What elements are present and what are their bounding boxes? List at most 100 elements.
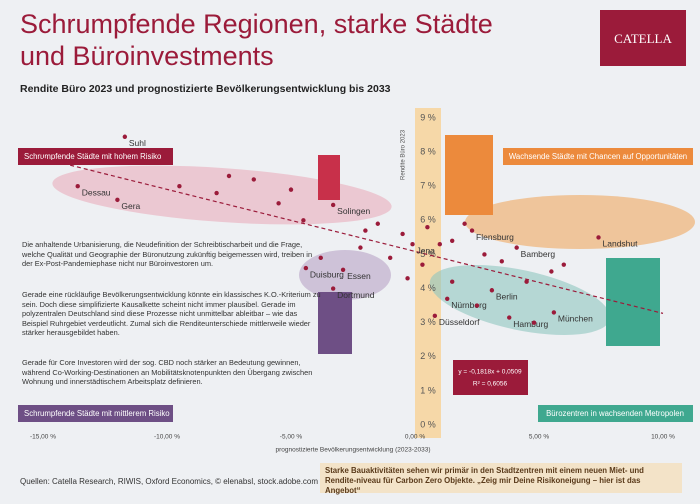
y-axis-label: Rendite Büro 2023 [401, 129, 407, 180]
y-tick-label: 2 % [420, 351, 436, 361]
data-point [375, 221, 380, 226]
y-tick-label: 1 % [420, 385, 436, 395]
region-ellipse [465, 195, 695, 249]
data-point [122, 134, 128, 139]
data-point [561, 262, 566, 267]
data-point [420, 262, 425, 267]
point-label: München [558, 314, 593, 324]
point-label: Hamburg [513, 319, 548, 329]
data-point [489, 288, 495, 293]
data-point [330, 202, 336, 208]
y-tick-label: 7 % [420, 181, 436, 191]
source: Quellen: Catella Research, RIWIS, Oxford… [20, 477, 318, 486]
data-point [474, 303, 480, 308]
data-point [288, 187, 294, 192]
note: Starke Bauaktivitäten sehen wir primär i… [320, 463, 682, 495]
regression-box [453, 360, 528, 395]
point-label: Duisburg [310, 269, 344, 279]
building [445, 135, 493, 215]
data-point [115, 197, 120, 203]
point-label: Suhl [129, 138, 146, 148]
data-point [276, 201, 281, 206]
data-point [551, 310, 557, 315]
building [318, 155, 340, 200]
point-label: Berlin [496, 292, 518, 302]
x-axis-label: prognostizierte Bevölkerungsentwicklung … [275, 447, 430, 454]
x-tick-label: 5,00 % [529, 434, 549, 441]
data-point [450, 279, 455, 284]
data-point [405, 276, 410, 281]
data-point [410, 242, 415, 247]
point-label: Nürnberg [451, 300, 487, 310]
data-point [462, 221, 467, 226]
data-point [499, 259, 504, 264]
paragraph: Gerade für Core Investoren wird der sog.… [22, 358, 313, 387]
data-point [251, 177, 256, 182]
data-point [432, 313, 438, 319]
subtitle: Rendite Büro 2023 und prognostizierte Be… [20, 83, 391, 95]
data-point [340, 267, 346, 272]
y-tick-label: 4 % [420, 283, 436, 293]
quadrant-label: Wachsende Städte mit Chancen auf Opportu… [509, 152, 687, 161]
quadrant-label: Bürozentren in wachsenden Metropolen [546, 409, 684, 418]
point-label: Flensburg [476, 232, 514, 242]
point-label: Bamberg [521, 249, 556, 259]
data-point [514, 245, 519, 250]
x-tick-label: 10,00 % [651, 434, 675, 441]
data-point [549, 269, 554, 274]
quadrant-box [538, 405, 693, 422]
data-point [301, 218, 306, 223]
data-point [177, 184, 182, 189]
logo: CATELLA [614, 31, 672, 46]
data-point [450, 238, 455, 243]
data-point [400, 231, 405, 237]
data-point [524, 279, 529, 284]
regression-r2: R² = 0,6056 [473, 381, 508, 388]
regression-equation: y = -0,1818x + 0,0509 [458, 369, 522, 376]
quadrant-box [503, 148, 693, 165]
x-tick-label: -15,00 % [30, 434, 56, 441]
point-label: Essen [347, 271, 371, 281]
point-label: Dortmund [337, 290, 375, 300]
y-tick-label: 6 % [420, 215, 436, 225]
data-point [469, 228, 475, 233]
data-point [330, 286, 336, 291]
logo-box [600, 10, 686, 66]
x-tick-label: -5,00 % [280, 434, 303, 441]
x-tick-label: -10,00 % [154, 434, 180, 441]
title-line: und Büroinvestments [20, 41, 274, 71]
y-tick-label: 8 % [420, 146, 436, 156]
region-ellipse [52, 165, 392, 225]
title-line: Schrumpfende Regionen, starke Städte [20, 9, 493, 39]
data-point [507, 315, 512, 320]
data-point [226, 173, 232, 179]
point-label: Dessau [82, 187, 111, 197]
data-point [363, 228, 368, 233]
point-label: Gera [121, 201, 140, 211]
point-label: Jena [417, 245, 436, 255]
region-ellipse [429, 264, 611, 336]
building [318, 292, 352, 354]
y-tick-label: 0 % [420, 419, 436, 429]
quadrant-label: Schrumpfende Städte mit mittlerem Risiko [24, 409, 170, 418]
data-point [75, 184, 80, 189]
data-point [482, 252, 487, 257]
x-tick-label: 0,00 % [405, 434, 425, 441]
point-label: Solingen [337, 206, 370, 216]
trend-line [42, 157, 664, 314]
quadrant-box [18, 405, 173, 422]
data-point [445, 296, 450, 301]
data-point [318, 255, 323, 261]
quadrant-label: Schrumpfende Städte mit hohem Risiko [24, 152, 162, 161]
data-point [358, 245, 363, 250]
data-point [303, 265, 309, 271]
point-label: Düsseldorf [439, 317, 480, 327]
region-ellipse [299, 250, 391, 300]
data-point [425, 224, 430, 230]
point-label: Landshut [603, 239, 639, 249]
y-tick-label: 3 % [420, 317, 436, 327]
y-tick-label: 5 % [420, 249, 436, 259]
data-point [531, 320, 537, 325]
